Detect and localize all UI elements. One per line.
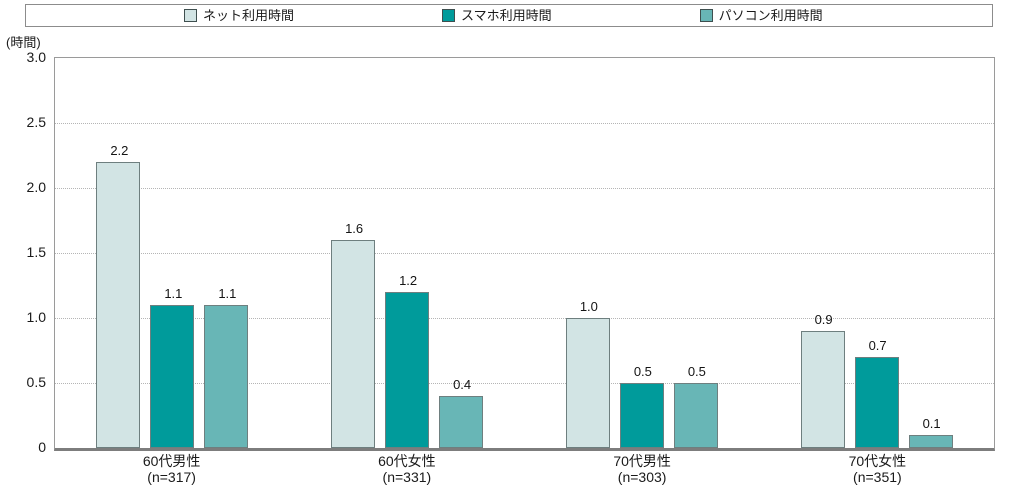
bar-value-label: 0.4 [453,377,472,392]
legend-swatch-pasokon-icon [699,9,713,22]
y-axis-unit-label: (時間) [6,35,41,50]
bar: 0.5 [673,365,718,448]
plot-area: 2.2 1.1 1.1 1.6 1.2 0.4 1.0 0.5 0.5 0.9 0.7 0.1 [54,57,995,451]
legend-item-pasokon: パソコン利用時間 [699,8,823,23]
category-name: 60代男性 [142,453,201,469]
bar: 1.0 [565,300,610,448]
bar-value-label: 2.2 [110,143,129,158]
bar-value-label: 0.5 [687,364,706,380]
bar-value-label: 1.2 [399,273,418,288]
category-label: 70代男性 (n=303) [525,453,760,485]
category-label: 60代男性 (n=317) [54,453,289,485]
y-tick-label: 2.5 [26,113,46,130]
bar-value-label: 0.1 [922,416,941,431]
category-sample-size: (n=317) [147,469,196,485]
gridline [55,317,994,319]
bar-value-label: 1.1 [218,286,237,301]
legend-swatch-sumaho-icon [442,9,456,22]
bar: 0.4 [439,378,484,448]
gridline [55,122,994,124]
y-tick-label: 1.5 [26,244,46,260]
bar-value-label: 0.7 [868,338,887,353]
bar: 0.5 [619,365,664,448]
bar: 2.2 [96,144,141,448]
gridline [55,253,994,254]
y-tick-label: 0.5 [26,374,46,390]
category-sample-size: (n=351) [853,469,902,485]
y-tick-label: 3.0 [26,49,46,65]
legend-item-sumaho: スマホ利用時間 [442,9,552,22]
bar-value-label: 1.0 [579,299,598,315]
y-tick-label: 2.0 [26,178,46,195]
bar-value-label: 1.6 [345,221,364,236]
legend-label-pasokon: パソコン利用時間 [718,8,823,23]
y-axis-ticks: 3.0 2.5 2.0 1.5 1.0 0.5 0 [0,50,48,454]
category-sample-size: (n=303) [617,469,667,485]
bar: 1.1 [150,287,195,448]
bar-groups: 2.2 1.1 1.1 1.6 1.2 0.4 1.0 0.5 0.5 0.9 0.7 0.1 [55,58,994,448]
bar-group: 0.9 0.7 0.1 [759,58,994,448]
category-name: 70代男性 [613,453,671,469]
bar-value-label: 0.5 [633,364,652,380]
category-label: 60代女性 (n=331) [289,453,524,485]
legend-item-net: ネット利用時間 [184,9,294,22]
legend-label-sumaho: スマホ利用時間 [461,8,552,23]
bar: 0.9 [800,313,845,448]
legend-label-net: ネット利用時間 [203,8,295,23]
category-sample-size: (n=331) [382,469,432,485]
legend: ネット利用時間 スマホ利用時間 パソコン利用時間 [25,4,993,27]
bar: 1.6 [331,222,376,448]
x-axis-labels: 60代男性 (n=317) 60代女性 (n=331) 70代男性 (n=303) 70代女… [54,453,995,485]
bar-value-label: 1.1 [164,286,183,301]
bar: 0.7 [854,339,899,448]
bar-group: 2.2 1.1 1.1 [55,58,290,448]
bar: 1.1 [204,287,249,448]
bar-group: 1.0 0.5 0.5 [525,58,760,448]
bar: 0.1 [908,417,953,448]
gridline [55,187,994,189]
y-tick-label: 1.0 [26,308,46,325]
bar: 1.2 [385,274,430,448]
category-name: 60代女性 [378,453,436,469]
y-tick-label: 0 [38,439,46,455]
category-label: 70代女性 (n=351) [760,453,995,485]
category-name: 70代女性 [848,453,907,469]
bar-value-label: 0.9 [814,312,833,327]
bar-group: 1.6 1.2 0.4 [290,58,525,448]
legend-swatch-net-icon [184,9,197,22]
gridline [55,383,994,384]
